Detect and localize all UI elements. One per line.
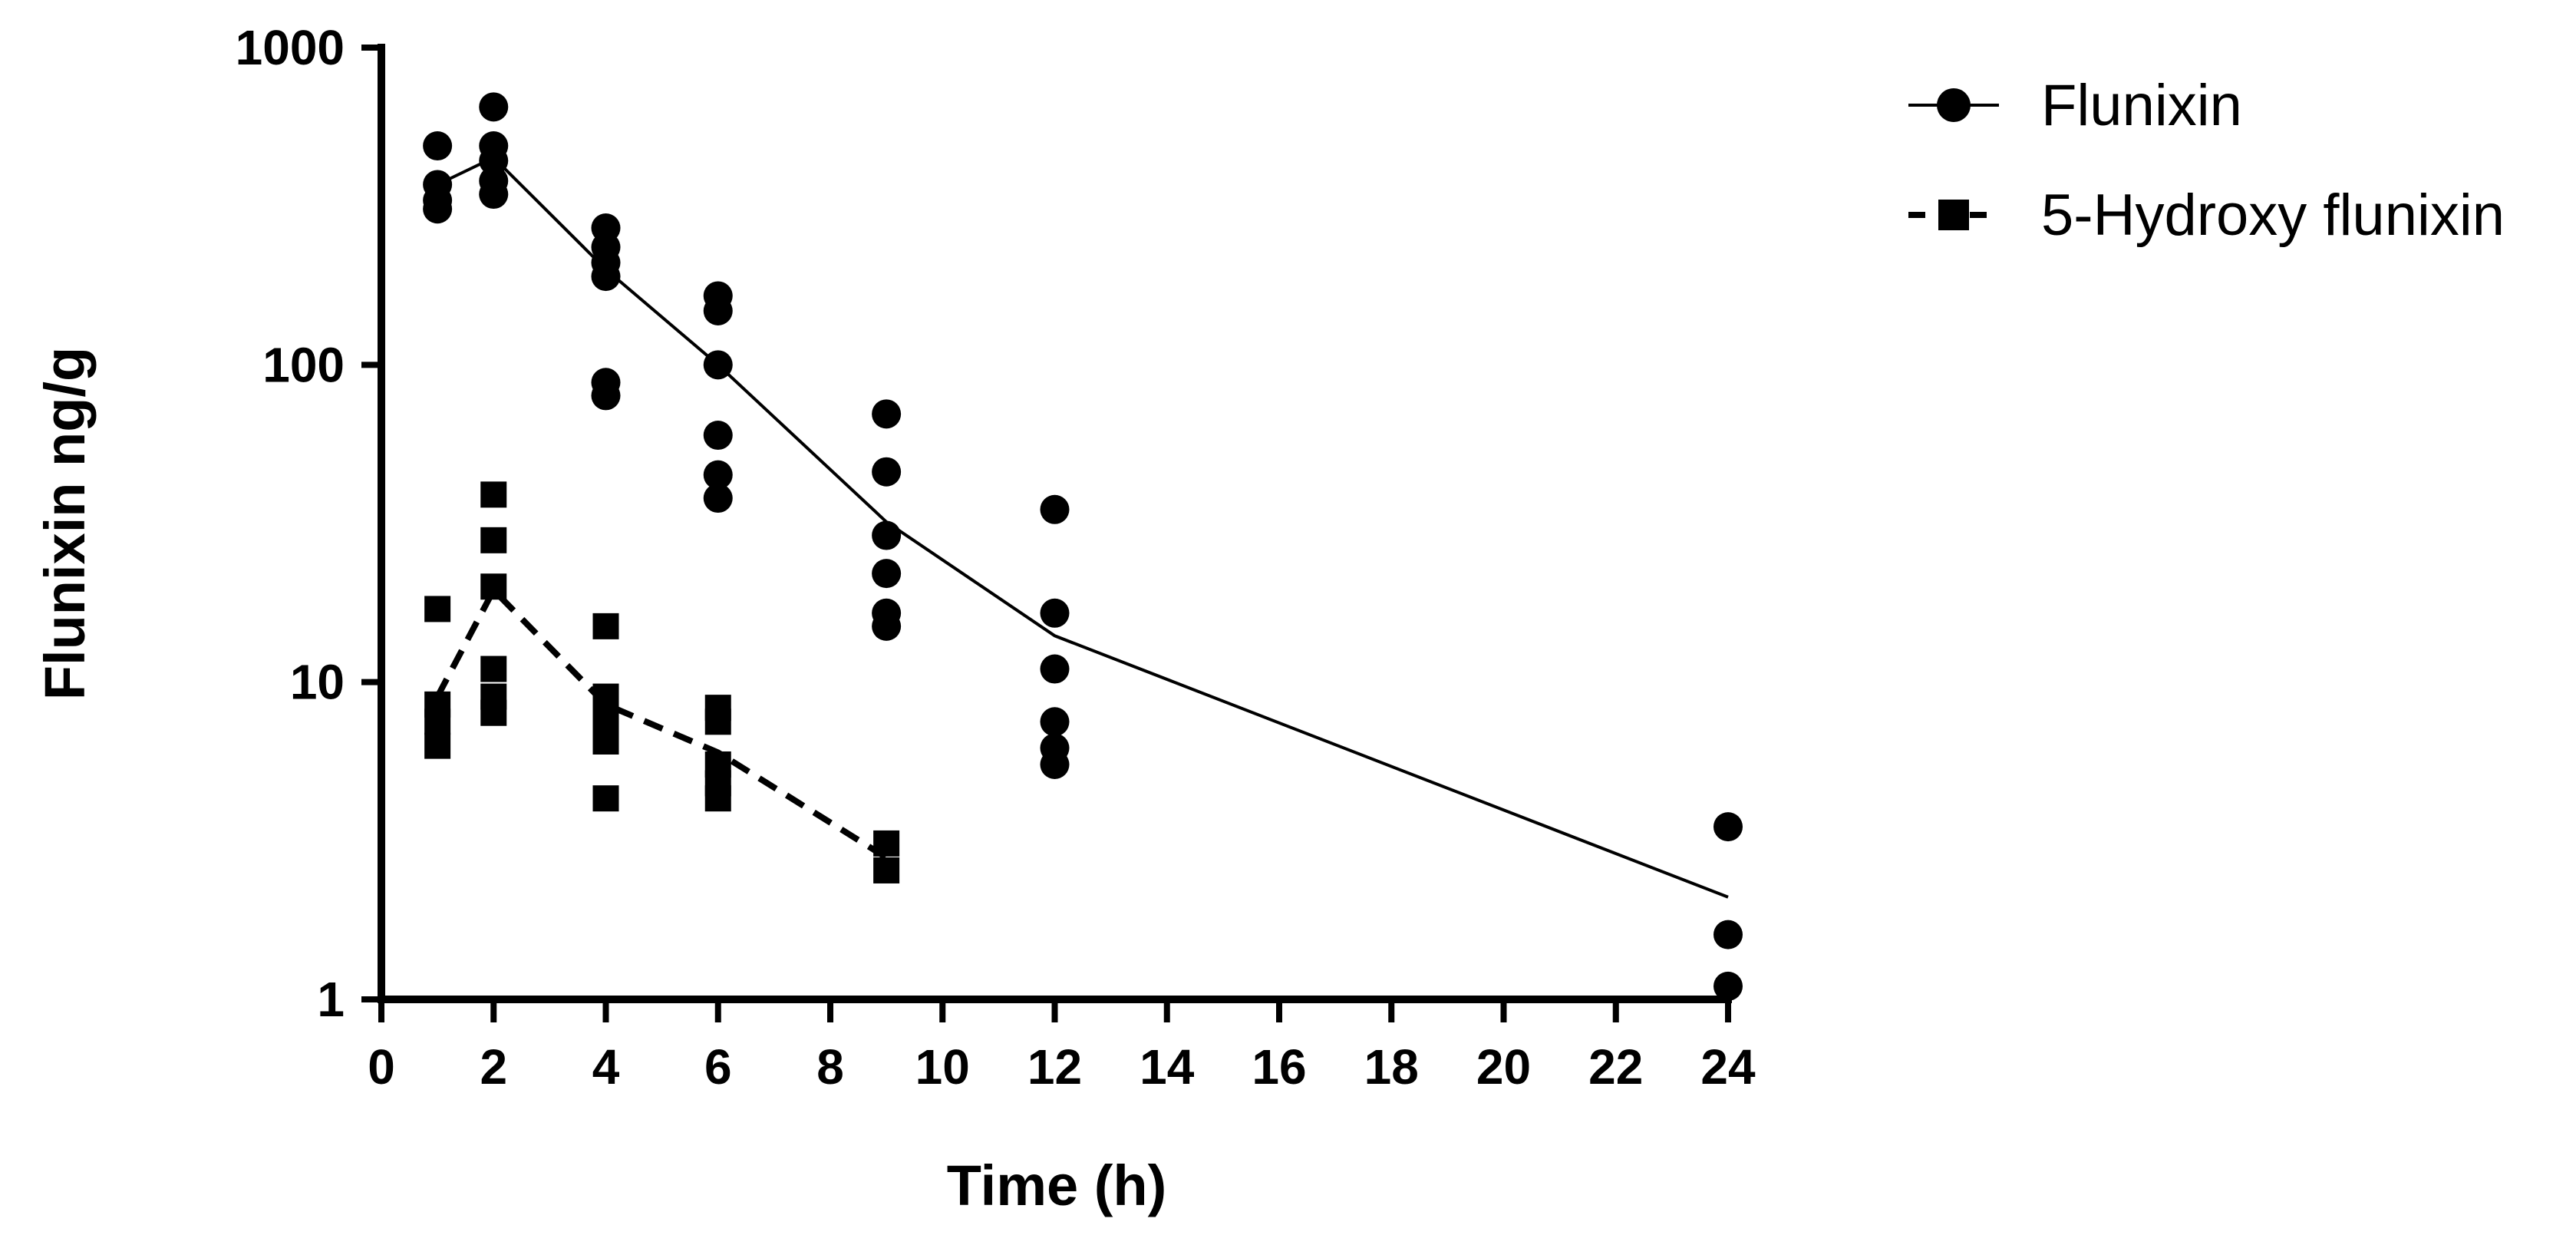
point-flunixin bbox=[703, 350, 733, 380]
point-5-hydroxy-flunixin bbox=[592, 683, 619, 710]
legend: Flunixin 5-Hydroxy flunixin bbox=[1908, 73, 2505, 248]
point-flunixin bbox=[703, 460, 733, 490]
x-tick-label: 0 bbox=[368, 1039, 395, 1095]
point-flunixin bbox=[591, 262, 621, 292]
point-5-hydroxy-flunixin bbox=[480, 527, 507, 553]
point-flunixin bbox=[479, 92, 509, 122]
fit-lines bbox=[434, 155, 1729, 899]
point-flunixin bbox=[479, 180, 509, 210]
point-flunixin bbox=[423, 194, 453, 224]
point-flunixin bbox=[872, 611, 902, 641]
point-flunixin bbox=[703, 484, 733, 514]
point-flunixin bbox=[1040, 749, 1070, 779]
point-flunixin bbox=[872, 520, 902, 550]
point-5-hydroxy-flunixin bbox=[592, 785, 619, 812]
point-flunixin bbox=[872, 559, 902, 589]
point-flunixin bbox=[1713, 812, 1743, 842]
y-axis-title: Flunixin ng/g bbox=[33, 347, 97, 700]
x-tick-label: 20 bbox=[1476, 1039, 1531, 1095]
y-tick-label: 1000 bbox=[236, 20, 345, 75]
point-flunixin bbox=[872, 457, 902, 487]
point-5-hydroxy-flunixin bbox=[592, 728, 619, 755]
y-tick-label: 100 bbox=[262, 337, 345, 392]
x-tick-label: 4 bbox=[592, 1039, 620, 1095]
legend-item-5-hydroxy-flunixin: 5-Hydroxy flunixin bbox=[1908, 183, 2505, 248]
point-flunixin bbox=[703, 421, 733, 451]
x-tick-label: 22 bbox=[1588, 1039, 1643, 1095]
point-5-hydroxy-flunixin bbox=[704, 708, 731, 735]
legend-marker-flunixin bbox=[1937, 88, 1971, 122]
x-tick-label: 18 bbox=[1364, 1039, 1419, 1095]
point-5-hydroxy-flunixin bbox=[424, 708, 451, 735]
point-flunixin bbox=[1713, 920, 1743, 949]
point-5-hydroxy-flunixin bbox=[704, 785, 731, 812]
point-flunixin bbox=[1040, 494, 1070, 524]
point-flunixin bbox=[591, 381, 621, 411]
point-flunixin bbox=[703, 296, 733, 325]
point-flunixin bbox=[423, 131, 453, 161]
legend-label-flunixin: Flunixin bbox=[2041, 73, 2242, 138]
legend-label-5-hydroxy-flunixin: 5-Hydroxy flunixin bbox=[2041, 183, 2505, 248]
fit-line-series-0 bbox=[437, 155, 1729, 899]
point-5-hydroxy-flunixin bbox=[480, 481, 507, 508]
point-flunixin bbox=[1040, 598, 1070, 628]
x-tick-label: 14 bbox=[1140, 1039, 1195, 1095]
legend-marker-5-hydroxy-flunixin bbox=[1938, 200, 1969, 230]
point-5-hydroxy-flunixin bbox=[873, 830, 900, 857]
point-flunixin bbox=[1040, 707, 1070, 737]
x-tick-label: 24 bbox=[1700, 1039, 1756, 1095]
point-flunixin bbox=[479, 146, 509, 176]
x-tick-label: 12 bbox=[1027, 1039, 1082, 1095]
point-5-hydroxy-flunixin bbox=[424, 596, 451, 622]
point-5-hydroxy-flunixin bbox=[873, 857, 900, 883]
point-5-hydroxy-flunixin bbox=[480, 573, 507, 600]
point-flunixin bbox=[872, 399, 902, 429]
x-tick-label: 8 bbox=[816, 1039, 844, 1095]
x-tick-label: 2 bbox=[480, 1039, 507, 1095]
x-tick-label: 10 bbox=[915, 1039, 970, 1095]
y-ticks: 1 10 100 1000 bbox=[236, 20, 381, 1027]
fit-line-series-1 bbox=[434, 585, 889, 860]
x-tick-label: 6 bbox=[704, 1039, 732, 1095]
point-flunixin bbox=[1040, 654, 1070, 684]
point-flunixin bbox=[1713, 971, 1743, 1001]
data-points bbox=[423, 92, 1743, 1001]
x-ticks: 0 2 4 6 8 10 12 14 16 18 20 22 24 bbox=[368, 999, 1756, 1095]
y-tick-label: 1 bbox=[317, 972, 345, 1027]
point-5-hydroxy-flunixin bbox=[592, 613, 619, 639]
point-5-hydroxy-flunixin bbox=[424, 732, 451, 759]
y-tick-label: 10 bbox=[290, 655, 345, 710]
point-5-hydroxy-flunixin bbox=[480, 656, 507, 682]
point-5-hydroxy-flunixin bbox=[480, 699, 507, 726]
x-tick-label: 16 bbox=[1252, 1039, 1306, 1095]
x-axis-title: Time (h) bbox=[947, 1154, 1166, 1217]
legend-item-flunixin: Flunixin bbox=[1908, 73, 2242, 138]
